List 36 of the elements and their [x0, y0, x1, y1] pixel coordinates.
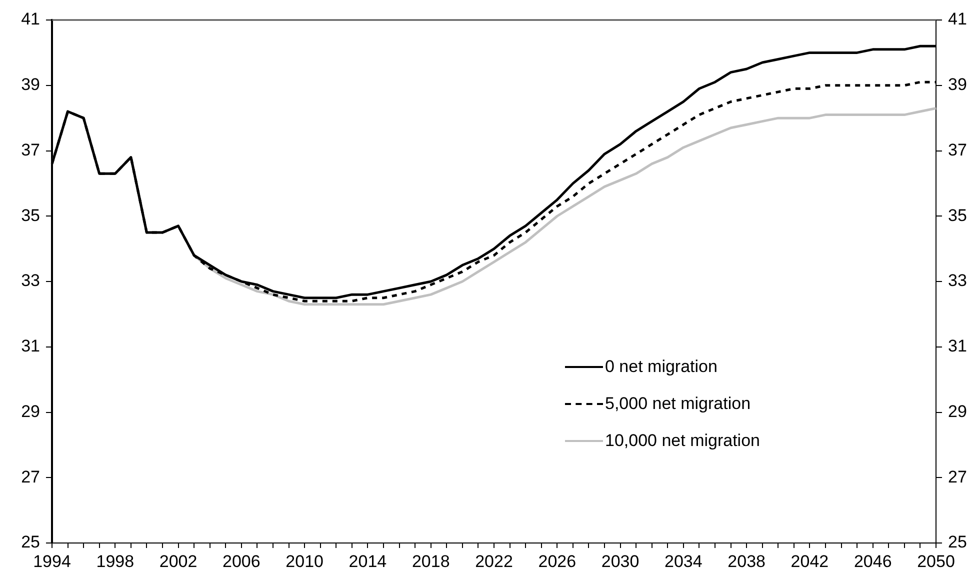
x-tick-label: 2010	[286, 552, 324, 571]
x-tick-label: 2002	[159, 552, 198, 571]
legend-label: 10,000 net migration	[605, 430, 760, 450]
y2-tick-label: 35	[948, 206, 967, 225]
x-tick-label: 1998	[96, 552, 134, 571]
x-tick-label: 2018	[412, 552, 450, 571]
x-tick-label: 2046	[854, 552, 892, 571]
y2-tick-label: 41	[948, 10, 967, 29]
x-tick-label: 2006	[222, 552, 260, 571]
y2-tick-label: 37	[948, 140, 967, 160]
y2-tick-label: 31	[948, 336, 967, 356]
y-tick-label: 35	[21, 206, 40, 225]
x-tick-label: 2034	[664, 552, 702, 571]
y2-tick-label: 29	[948, 402, 967, 421]
y-tick-label: 31	[21, 336, 40, 356]
y2-tick-label: 33	[948, 271, 967, 290]
x-tick-label: 2038	[728, 552, 766, 571]
x-tick-label: 2026	[538, 552, 576, 571]
y-tick-label: 41	[21, 10, 40, 29]
x-tick-label: 2022	[475, 552, 513, 571]
y-tick-label: 37	[21, 140, 40, 160]
x-tick-label: 2030	[601, 552, 640, 571]
y2-tick-label: 25	[948, 532, 967, 552]
y-tick-label: 27	[21, 467, 40, 486]
x-tick-label: 2050	[917, 552, 955, 571]
y-tick-label: 39	[21, 75, 40, 94]
x-tick-label: 2014	[348, 552, 387, 571]
legend-label: 0 net migration	[605, 356, 718, 376]
y2-tick-label: 39	[948, 75, 967, 94]
legend-label: 5,000 net migration	[605, 394, 751, 414]
x-tick-label: 2042	[790, 552, 829, 571]
y-tick-label: 33	[21, 271, 40, 290]
y-tick-label: 29	[21, 402, 40, 421]
y2-tick-label: 27	[948, 467, 967, 486]
x-tick-label: 1994	[33, 552, 71, 571]
y-tick-label: 25	[21, 532, 40, 552]
